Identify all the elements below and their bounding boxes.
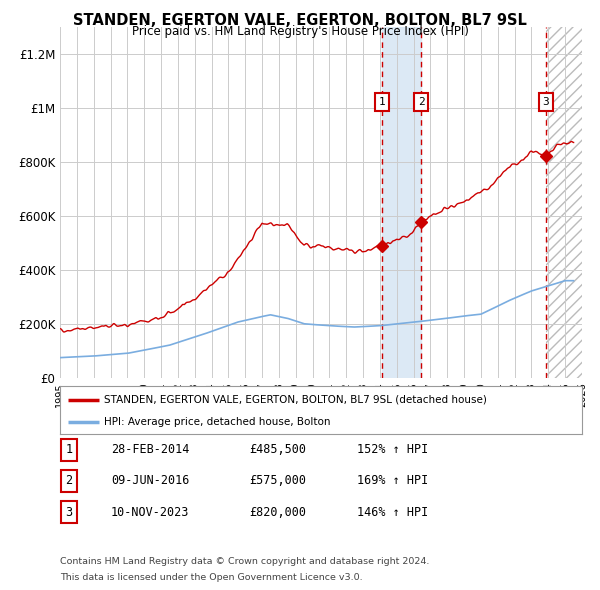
Text: 2: 2 <box>418 97 424 107</box>
Text: 169% ↑ HPI: 169% ↑ HPI <box>357 474 428 487</box>
Text: Price paid vs. HM Land Registry's House Price Index (HPI): Price paid vs. HM Land Registry's House … <box>131 25 469 38</box>
Text: £575,000: £575,000 <box>249 474 306 487</box>
Text: 10-NOV-2023: 10-NOV-2023 <box>111 506 190 519</box>
Text: 09-JUN-2016: 09-JUN-2016 <box>111 474 190 487</box>
Text: 146% ↑ HPI: 146% ↑ HPI <box>357 506 428 519</box>
Text: 3: 3 <box>65 506 73 519</box>
Text: STANDEN, EGERTON VALE, EGERTON, BOLTON, BL7 9SL: STANDEN, EGERTON VALE, EGERTON, BOLTON, … <box>73 13 527 28</box>
Bar <box>382 27 421 378</box>
Text: Contains HM Land Registry data © Crown copyright and database right 2024.: Contains HM Land Registry data © Crown c… <box>60 557 430 566</box>
Text: This data is licensed under the Open Government Licence v3.0.: This data is licensed under the Open Gov… <box>60 572 362 582</box>
Text: 1: 1 <box>65 443 73 456</box>
Bar <box>546 27 582 378</box>
Text: 152% ↑ HPI: 152% ↑ HPI <box>357 443 428 456</box>
Text: 3: 3 <box>542 97 550 107</box>
Text: 1: 1 <box>379 97 385 107</box>
Text: STANDEN, EGERTON VALE, EGERTON, BOLTON, BL7 9SL (detached house): STANDEN, EGERTON VALE, EGERTON, BOLTON, … <box>104 395 487 405</box>
Text: 28-FEB-2014: 28-FEB-2014 <box>111 443 190 456</box>
Text: £820,000: £820,000 <box>249 506 306 519</box>
Text: HPI: Average price, detached house, Bolton: HPI: Average price, detached house, Bolt… <box>104 417 331 427</box>
Text: £485,500: £485,500 <box>249 443 306 456</box>
Text: 2: 2 <box>65 474 73 487</box>
